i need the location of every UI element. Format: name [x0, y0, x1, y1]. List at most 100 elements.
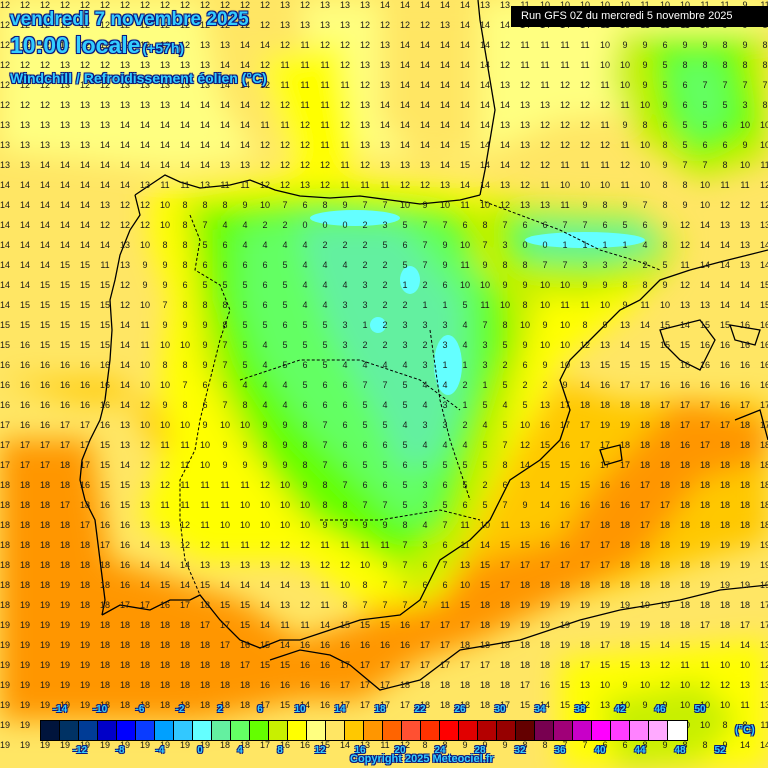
grid-value: 18 — [199, 660, 210, 670]
grid-value: 3 — [442, 400, 448, 410]
grid-value: 6 — [302, 400, 308, 410]
grid-value: 9 — [242, 200, 248, 210]
grid-value: 10 — [739, 660, 750, 670]
grid-value: 8 — [422, 740, 428, 750]
grid-value: 15 — [499, 540, 510, 550]
grid-value: 17 — [759, 400, 768, 410]
grid-value: 14 — [519, 460, 530, 470]
grid-value: 18 — [719, 620, 730, 630]
grid-value: 18 — [399, 680, 410, 690]
grid-value: 10 — [639, 100, 650, 110]
grid-value: 13 — [19, 120, 30, 130]
grid-value: 17 — [559, 420, 570, 430]
grid-value: 13 — [439, 20, 450, 30]
grid-value: 12 — [139, 200, 150, 210]
grid-value: 13 — [359, 140, 370, 150]
grid-value: 6 — [202, 380, 208, 390]
grid-value: 10 — [559, 340, 570, 350]
grid-value: 14 — [99, 140, 110, 150]
grid-value: 5 — [522, 400, 528, 410]
grid-value: 10 — [659, 0, 670, 10]
grid-value: 9 — [662, 160, 668, 170]
grid-value: 15 — [79, 320, 90, 330]
grid-value: 15 — [459, 140, 470, 150]
grid-value: 6 — [722, 140, 728, 150]
grid-value: 5 — [462, 480, 468, 490]
grid-value: 12 — [499, 40, 510, 50]
grid-value: 12 — [299, 140, 310, 150]
grid-value: 2 — [462, 380, 468, 390]
grid-value: 13 — [539, 100, 550, 110]
grid-value: 18 — [179, 680, 190, 690]
grid-value: 11 — [540, 180, 550, 190]
grid-value: 5 — [402, 400, 408, 410]
grid-value: 6 — [362, 480, 368, 490]
grid-value: 9 — [502, 740, 508, 750]
grid-value: 12 — [659, 680, 670, 690]
grid-value: 18 — [0, 580, 10, 590]
grid-value: 14 — [499, 20, 510, 30]
grid-value: 14 — [739, 280, 750, 290]
grid-value: 17 — [439, 640, 450, 650]
grid-value: 15 — [659, 340, 670, 350]
grid-value: 18 — [59, 520, 70, 530]
grid-value: 2 — [262, 220, 268, 230]
grid-value: 13 — [239, 160, 250, 170]
grid-value: 12 — [139, 220, 150, 230]
grid-value: 12 — [299, 120, 310, 130]
grid-value: 12 — [39, 0, 50, 10]
grid-value: 4 — [282, 380, 288, 390]
grid-value: 14 — [139, 560, 150, 570]
grid-value: 14 — [39, 220, 50, 230]
grid-value: 10 — [759, 120, 768, 130]
grid-value: 4 — [502, 400, 508, 410]
grid-value: 13 — [379, 80, 390, 90]
grid-value: 11 — [580, 40, 590, 50]
legend-label-bottom: 32 — [514, 745, 526, 756]
grid-value: 5 — [382, 240, 388, 250]
grid-value: 13 — [239, 560, 250, 570]
grid-value: 13 — [139, 520, 150, 530]
grid-value: 13 — [339, 20, 350, 30]
grid-value: 7 — [502, 500, 508, 510]
grid-value: 14 — [379, 0, 390, 10]
grid-value: 11 — [640, 300, 650, 310]
grid-value: 10 — [519, 320, 530, 330]
grid-value: 9 — [382, 520, 388, 530]
grid-value: 15 — [579, 480, 590, 490]
grid-value: 7 — [182, 380, 188, 390]
grid-value: 1 — [462, 400, 468, 410]
grid-value: 3 — [442, 340, 448, 350]
grid-value: 18 — [699, 460, 710, 470]
grid-value: 4 — [462, 440, 468, 450]
grid-value: 10 — [719, 660, 730, 670]
grid-value: 3 — [582, 260, 588, 270]
grid-value: 15 — [39, 280, 50, 290]
grid-value: 16 — [539, 520, 550, 530]
grid-value: 16 — [719, 380, 730, 390]
grid-value: 9 — [442, 240, 448, 250]
grid-value: 14 — [419, 140, 430, 150]
grid-value: 4 — [302, 300, 308, 310]
grid-value: 15 — [339, 620, 350, 630]
grid-value: 14 — [0, 280, 10, 290]
grid-value: 3 — [442, 320, 448, 330]
grid-value: 13 — [279, 20, 290, 30]
grid-value: 9 — [662, 100, 668, 110]
grid-value: 8 — [522, 260, 528, 270]
legend-swatch — [573, 721, 592, 740]
grid-value: 16 — [299, 640, 310, 650]
grid-value: 10 — [599, 60, 610, 70]
grid-value: 9 — [642, 80, 648, 90]
grid-value: 11 — [740, 180, 750, 190]
grid-value: 9 — [662, 220, 668, 230]
grid-value: 19 — [199, 740, 210, 750]
grid-value: 16 — [579, 500, 590, 510]
grid-value: 18 — [439, 680, 450, 690]
grid-value: 2 — [422, 340, 428, 350]
grid-value: 11 — [760, 0, 768, 10]
grid-value: 18 — [99, 600, 110, 610]
grid-value: 12 — [279, 540, 290, 550]
grid-value: 18 — [699, 520, 710, 530]
grid-value: 3 — [342, 340, 348, 350]
